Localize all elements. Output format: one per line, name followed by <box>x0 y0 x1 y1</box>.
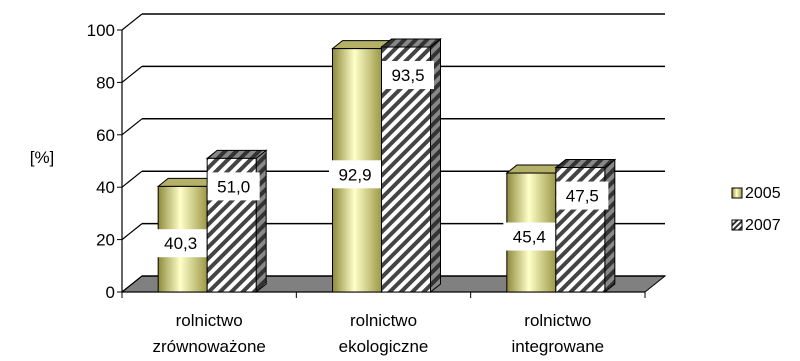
data-label: 93,5 <box>391 66 424 85</box>
y-tick-label: 100 <box>87 21 115 40</box>
y-tick-label: 0 <box>106 283 115 302</box>
y-tick-label: 20 <box>96 231 115 250</box>
y-tick-label: 40 <box>96 178 115 197</box>
x-category-label: integrowane <box>512 337 605 356</box>
data-label-bg <box>154 229 207 258</box>
x-axis-labels: rolnictwo zrównoważone rolnictwo ekologiczn… <box>152 311 604 356</box>
x-category-label: rolnictwo <box>524 311 591 330</box>
data-label: 92,9 <box>338 165 371 184</box>
y-axis-title: [%] <box>30 148 55 167</box>
x-category-label: rolnictwo <box>176 311 243 330</box>
legend-swatch-2007 <box>731 219 743 231</box>
y-tick-label: 80 <box>96 73 115 92</box>
bars: 40,3 51,0 92,9 93,5 45,4 47,5 <box>154 37 617 294</box>
data-label-bg <box>207 172 260 201</box>
data-label: 51,0 <box>217 177 250 196</box>
bar-top <box>554 159 617 169</box>
legend: 2005 2007 <box>731 185 781 234</box>
data-label: 45,4 <box>513 228 546 247</box>
bar-2007-0: 51,0 <box>205 149 268 294</box>
y-tick-label: 60 <box>96 126 115 145</box>
bar-side <box>255 149 267 294</box>
legend-item-2007: 2007 <box>731 217 781 234</box>
bar-2005-1: 92,9 <box>329 39 393 294</box>
gridline-depth <box>121 170 143 188</box>
bar-top <box>205 149 268 159</box>
x-category-label: zrównoważone <box>152 337 265 356</box>
bar-side <box>604 158 616 294</box>
data-label: 47,5 <box>566 187 599 206</box>
bar-top <box>380 38 442 48</box>
data-label-bg <box>503 222 556 251</box>
gridline-depth <box>121 118 143 136</box>
gridline-depth <box>121 13 143 31</box>
bar-2007-2: 47,5 <box>554 158 617 294</box>
legend-item-2005: 2005 <box>731 185 781 202</box>
data-label-bg <box>382 61 434 90</box>
bar-2007-1: 93,5 <box>380 37 442 294</box>
data-label: 40,3 <box>164 234 197 253</box>
legend-label-2005: 2005 <box>745 185 781 202</box>
data-label-bg <box>329 160 381 189</box>
legend-swatch-2005 <box>731 187 743 199</box>
legend-label-2007: 2007 <box>745 217 781 234</box>
x-category-label: ekologiczne <box>339 337 429 356</box>
gridline-depth <box>121 65 143 83</box>
x-category-label: rolnictwo <box>350 311 417 330</box>
gridline-depth <box>121 275 143 293</box>
data-label-bg <box>556 181 609 210</box>
gridline-depth <box>121 223 143 241</box>
